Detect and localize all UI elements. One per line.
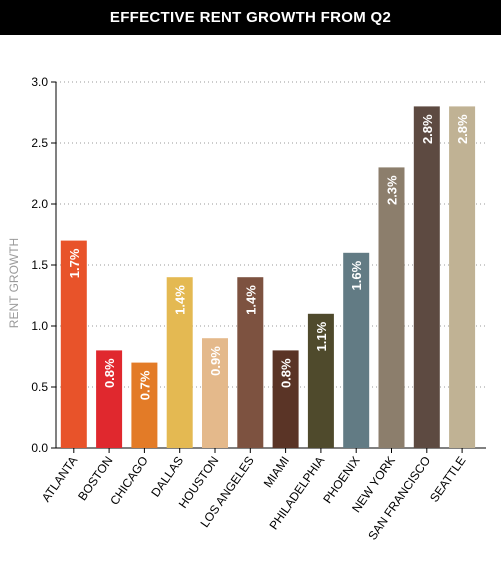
data-label: 2.3% [385, 175, 400, 205]
data-label: 0.7% [137, 370, 152, 400]
bar [131, 362, 158, 448]
x-tick-label: MIAMI [261, 454, 292, 490]
data-label: 1.7% [67, 248, 82, 278]
bar [413, 106, 440, 449]
y-tick-label: 0.5 [31, 380, 48, 394]
y-tick-labels: 0.0 0.5 1.0 1.5 2.0 2.5 3.0 [31, 75, 48, 455]
y-tick-label: 2.0 [31, 197, 48, 211]
data-label: 0.8% [102, 358, 117, 388]
chart-title: EFFECTIVE RENT GROWTH FROM Q2 [0, 0, 501, 35]
y-tick-label: 1.5 [31, 258, 48, 272]
data-label: 0.8% [279, 358, 294, 388]
bar [237, 277, 264, 448]
data-labels: 1.7% 0.8% 0.7% 1.4% 0.9% 1.4% 0.8% 1.1% 1.6% 2.3%… [67, 114, 470, 400]
data-label: 0.9% [208, 346, 223, 376]
y-tick-label: 1.0 [31, 319, 48, 333]
bar [202, 338, 228, 448]
y-tick-label: 3.0 [31, 75, 48, 89]
bar [378, 167, 405, 448]
x-tick-label: SAN FRANCISCO [365, 454, 433, 543]
bar [96, 350, 123, 448]
y-tick-label: 2.5 [31, 136, 48, 150]
bar [166, 277, 193, 448]
bar [307, 313, 334, 448]
bar [449, 106, 476, 449]
bars [60, 106, 476, 449]
data-label: 2.8% [455, 114, 470, 144]
data-label: 1.4% [243, 285, 258, 315]
data-label: 1.1% [314, 321, 329, 351]
bar [343, 252, 370, 448]
x-tick-label: DALLAS [148, 454, 186, 500]
x-tick-label: SEATTLE [427, 454, 469, 505]
y-axis-label: RENT GROWTH [7, 238, 21, 328]
data-label: 1.6% [349, 260, 364, 290]
data-label: 1.4% [173, 285, 188, 315]
bar [272, 350, 299, 448]
bar [60, 240, 87, 448]
x-tick-label: ATLANTA [39, 454, 80, 505]
y-tick-label: 0.0 [31, 441, 48, 455]
data-label: 2.8% [420, 114, 435, 144]
